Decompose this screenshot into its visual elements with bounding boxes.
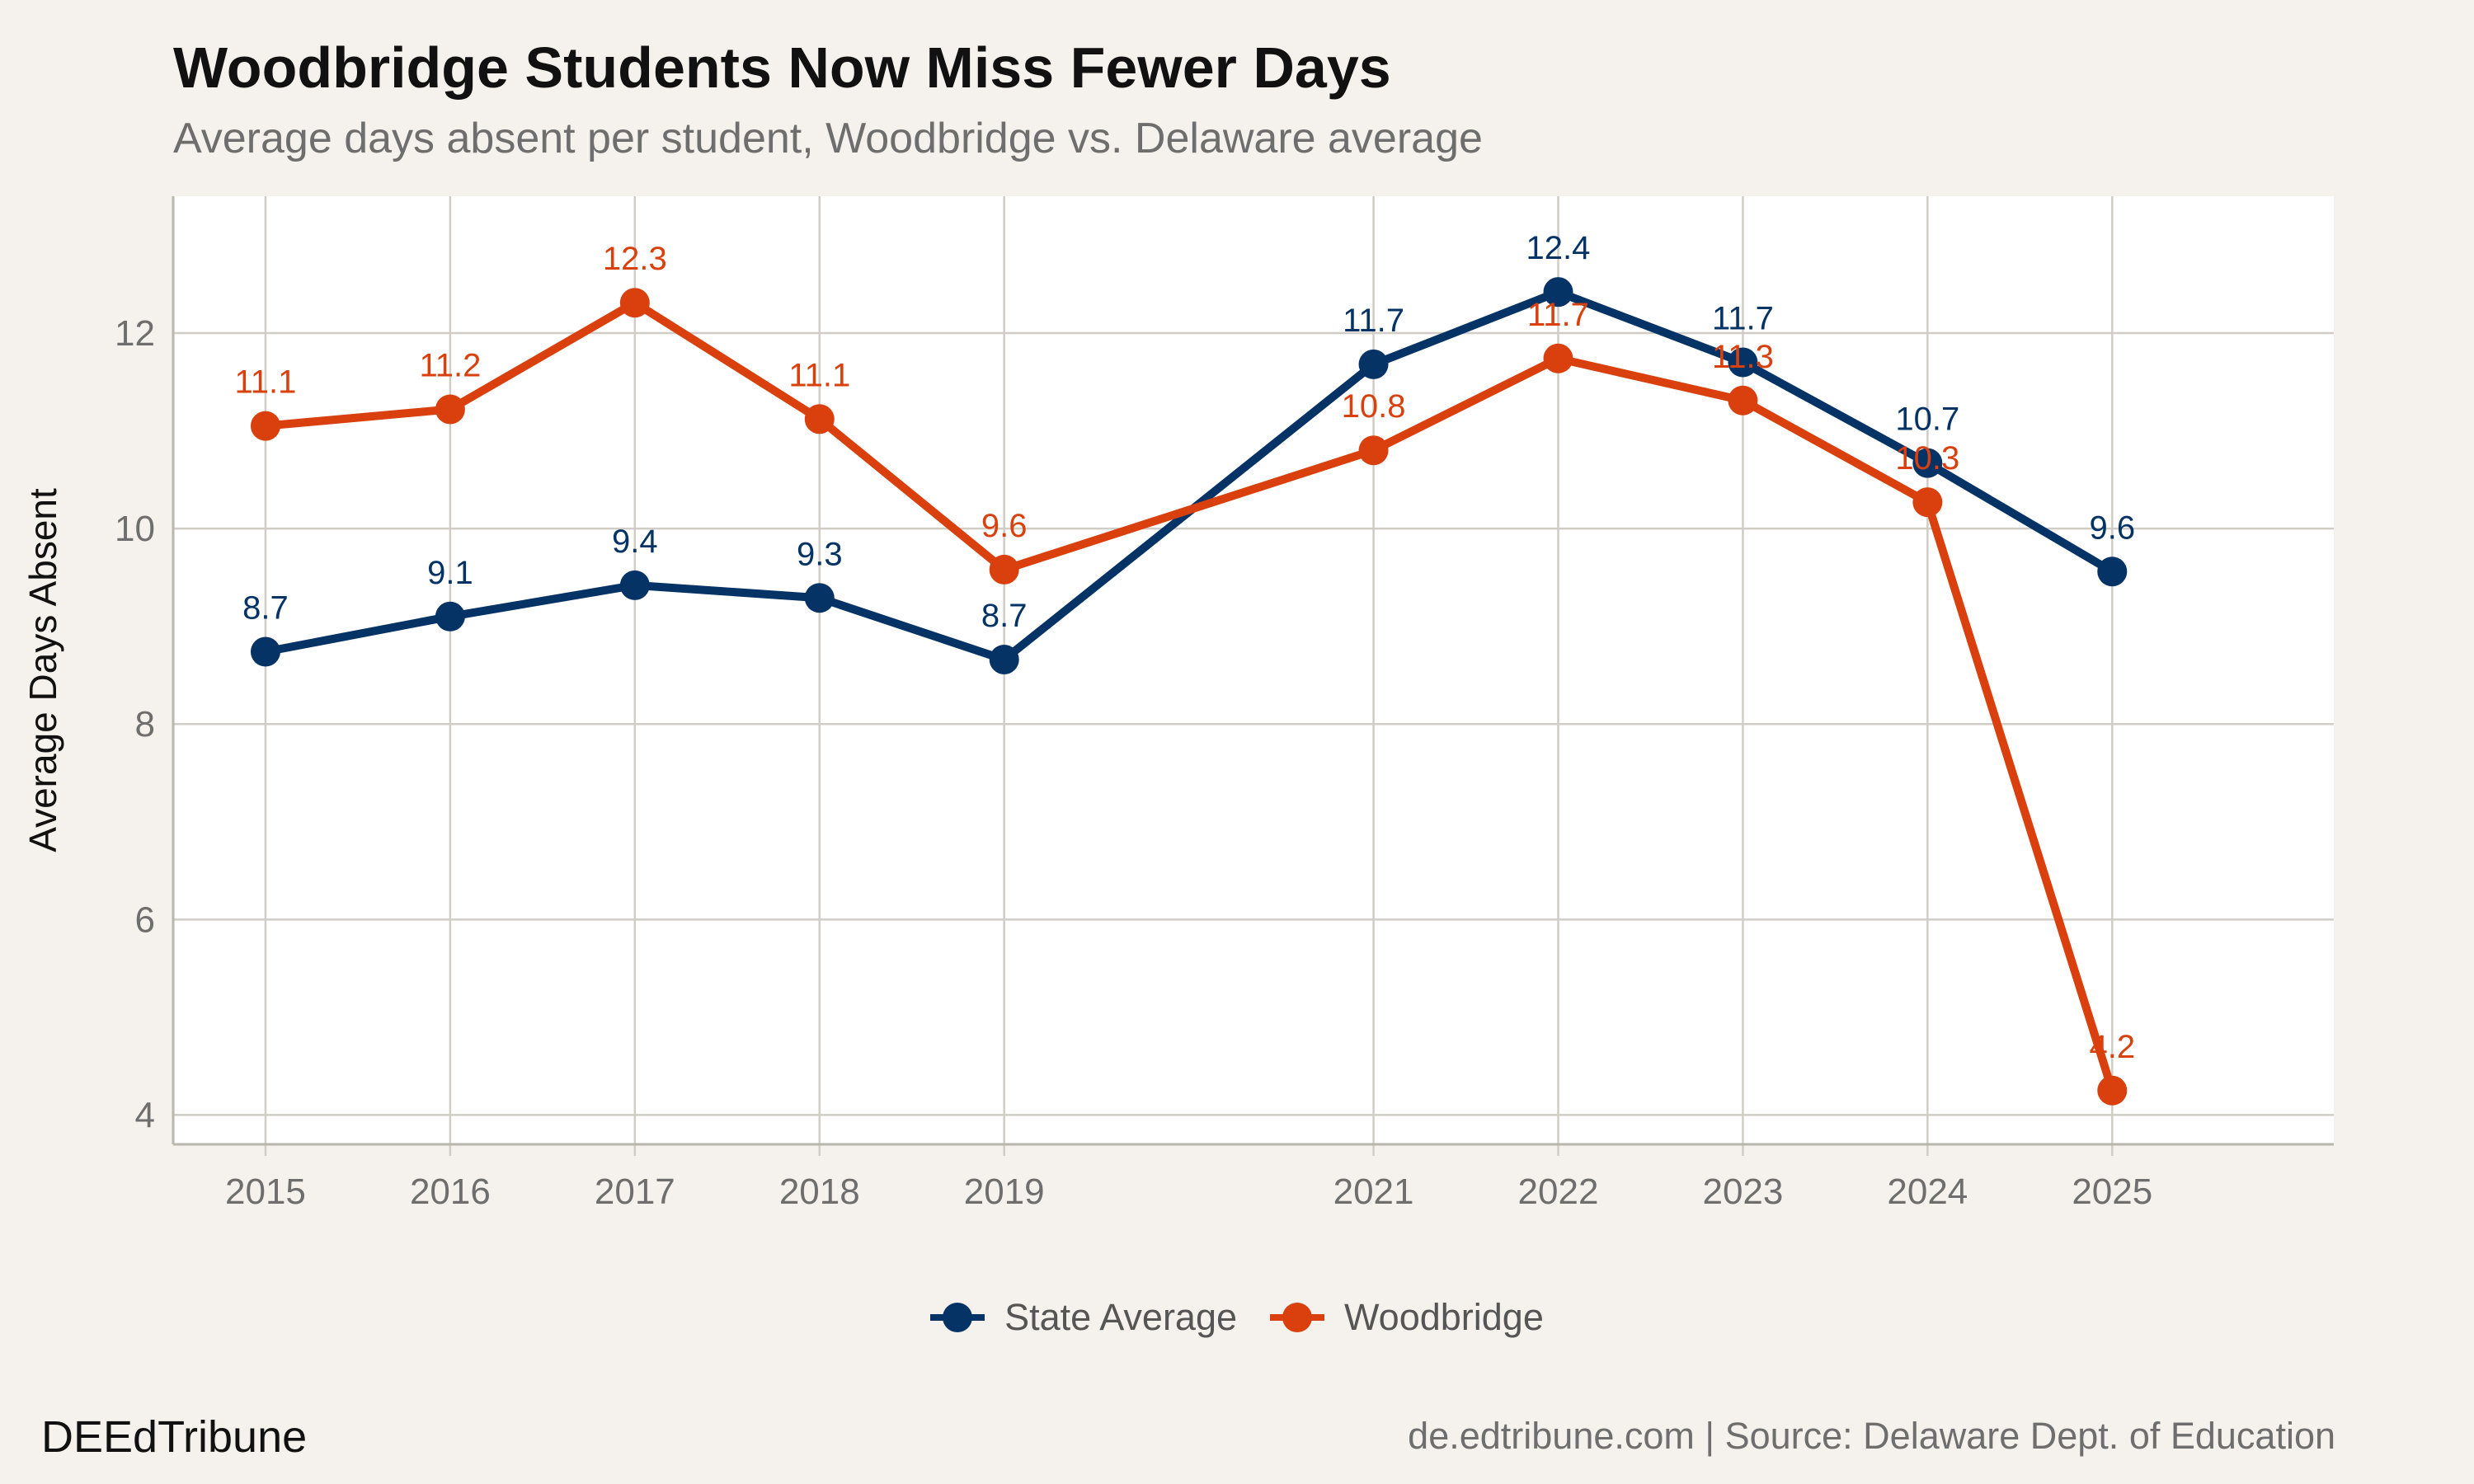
data-point-woodbridge — [989, 554, 1019, 585]
series-woodbridge — [250, 288, 2128, 1106]
series-line-woodbridge — [261, 298, 2117, 1095]
legend-key-icon — [930, 1298, 985, 1336]
data-label-state-average: 11.7 — [1712, 301, 1774, 337]
data-label-woodbridge: 11.1 — [235, 364, 297, 401]
data-point-woodbridge — [619, 288, 650, 318]
y-tick-label: 6 — [135, 899, 155, 940]
legend-key-icon — [1270, 1298, 1325, 1336]
x-tick-label: 2019 — [964, 1172, 1045, 1212]
data-label-state-average: 9.3 — [797, 536, 843, 572]
x-tick-label: 2021 — [1333, 1172, 1414, 1212]
data-point-state-average — [1912, 448, 1943, 478]
chart-subtitle: Average days absent per student, Woodbri… — [173, 115, 1483, 162]
x-tick-label: 2016 — [410, 1172, 491, 1212]
data-point-woodbridge — [250, 411, 280, 441]
legend: State Average Woodbridge — [0, 1296, 2474, 1339]
series — [250, 277, 2128, 1106]
data-point-woodbridge — [1912, 487, 1943, 518]
plot-panel — [173, 196, 2334, 1144]
data-label-woodbridge: 10.3 — [1895, 440, 1959, 477]
x-tick-label: 2017 — [595, 1172, 675, 1212]
x-tick-label: 2015 — [225, 1172, 306, 1212]
grid — [173, 196, 2334, 1144]
data-point-woodbridge — [2097, 1075, 2128, 1106]
data-label-woodbridge: 11.7 — [1527, 297, 1589, 333]
axes: 4 6 8 10 12 2015 2016 2017 2018 2019 2021 2022 2023 2… — [115, 196, 2334, 1212]
data-label-state-average: 12.4 — [1526, 230, 1591, 266]
legend-item-state-average: State Average — [930, 1296, 1237, 1339]
data-label-state-average: 9.6 — [2089, 510, 2135, 546]
y-tick-label: 12 — [115, 313, 155, 354]
legend-item-woodbridge: Woodbridge — [1270, 1296, 1544, 1339]
data-label-woodbridge: 11.1 — [788, 357, 850, 393]
data-point-woodbridge — [1728, 385, 1758, 416]
y-tick-label: 4 — [135, 1095, 155, 1135]
legend-label: State Average — [1004, 1296, 1238, 1338]
x-tick-label: 2025 — [2072, 1172, 2152, 1212]
y-axis-title: Average Days Absent — [21, 488, 64, 852]
y-tick-label: 10 — [115, 509, 155, 549]
legend-label: Woodbridge — [1344, 1296, 1544, 1338]
data-label-state-average: 10.7 — [1895, 402, 1959, 438]
chart-title: Woodbridge Students Now Miss Fewer Days — [173, 35, 1391, 100]
data-labels: 8.7 9.1 9.4 9.3 8.7 11.7 12.4 11.7 10.7 9.6 11.1 11… — [235, 230, 2136, 1065]
y-tick-label: 8 — [135, 704, 155, 744]
data-point-state-average — [804, 583, 835, 613]
data-label-state-average: 9.1 — [427, 555, 473, 591]
data-label-woodbridge: 4.2 — [2089, 1029, 2135, 1065]
x-tick-label: 2024 — [1887, 1172, 1968, 1212]
data-point-state-average — [1728, 347, 1758, 378]
x-tick-label: 2018 — [779, 1172, 860, 1212]
data-label-state-average: 9.4 — [612, 524, 658, 560]
data-point-state-average — [2097, 556, 2128, 587]
data-label-state-average: 11.7 — [1343, 303, 1404, 339]
brand-logo-text: DEEdTribune — [41, 1412, 308, 1462]
data-point-woodbridge — [1543, 343, 1573, 373]
data-point-woodbridge — [1358, 435, 1389, 466]
source-credit: de.edtribune.com | Source: Delaware Dept… — [1408, 1415, 2335, 1457]
data-label-state-average: 8.7 — [242, 589, 289, 626]
data-point-woodbridge — [804, 404, 835, 434]
data-point-woodbridge — [435, 394, 465, 425]
data-label-woodbridge: 12.3 — [603, 241, 667, 277]
data-label-woodbridge: 10.8 — [1342, 388, 1406, 425]
data-point-state-average — [435, 601, 465, 632]
x-tick-label: 2023 — [1702, 1172, 1783, 1212]
data-label-state-average: 8.7 — [981, 598, 1028, 634]
data-point-state-average — [619, 570, 650, 600]
data-point-state-average — [250, 636, 280, 667]
data-label-woodbridge: 11.2 — [419, 347, 481, 383]
data-point-state-average — [1358, 349, 1389, 379]
x-tick-label: 2022 — [1518, 1172, 1599, 1212]
data-point-state-average — [1543, 277, 1573, 308]
data-point-state-average — [989, 644, 1019, 674]
data-label-woodbridge: 11.3 — [1712, 339, 1774, 375]
data-label-woodbridge: 9.6 — [981, 508, 1028, 544]
